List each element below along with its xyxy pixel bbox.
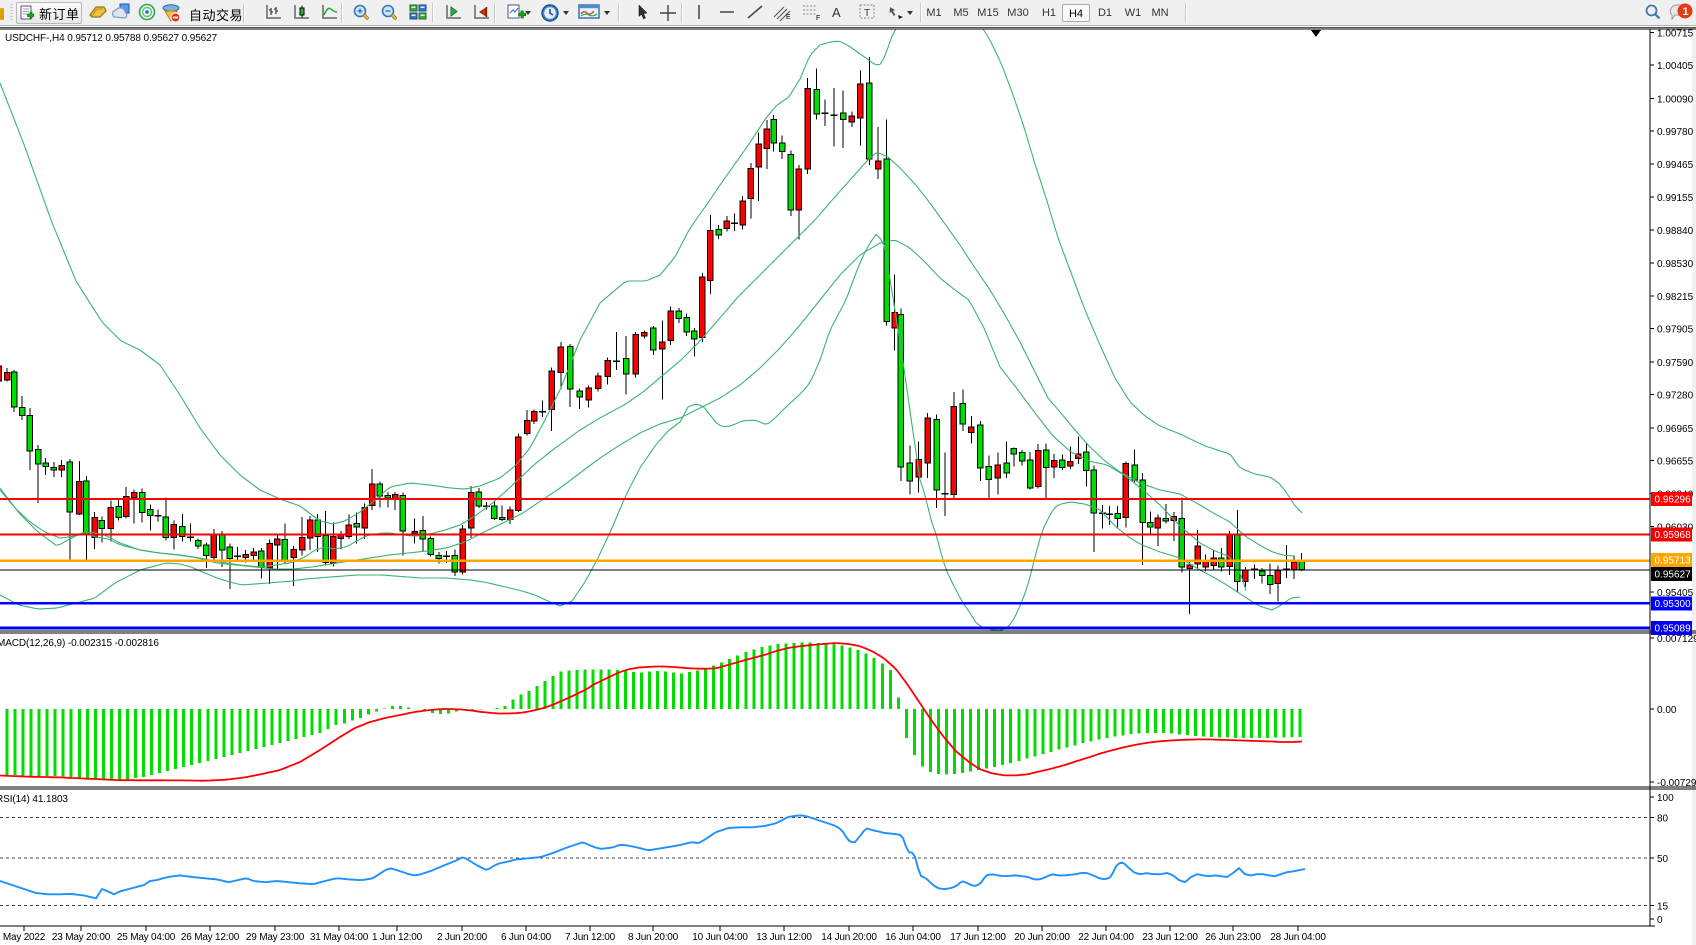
svg-text:0.95300: 0.95300 bbox=[1655, 599, 1692, 610]
svg-text:22 Jun 04:00: 22 Jun 04:00 bbox=[1078, 932, 1134, 943]
svg-text:16 Jun 04:00: 16 Jun 04:00 bbox=[885, 932, 941, 943]
svg-text:0.99465: 0.99465 bbox=[1657, 160, 1694, 171]
svg-text:23 Jun 12:00: 23 Jun 12:00 bbox=[1142, 932, 1198, 943]
svg-text:0.99155: 0.99155 bbox=[1657, 193, 1694, 204]
svg-text:8 Jun 20:00: 8 Jun 20:00 bbox=[628, 932, 679, 943]
svg-text:-0.00729: -0.00729 bbox=[1657, 778, 1696, 789]
svg-text:0.96296: 0.96296 bbox=[1655, 495, 1692, 506]
svg-text:0.95713: 0.95713 bbox=[1655, 556, 1692, 567]
svg-text:0.97280: 0.97280 bbox=[1657, 391, 1694, 402]
svg-text:0.96965: 0.96965 bbox=[1657, 424, 1694, 435]
svg-text:0.007129: 0.007129 bbox=[1657, 634, 1696, 645]
svg-text:0.95968: 0.95968 bbox=[1655, 530, 1692, 541]
svg-text:23 May 20:00: 23 May 20:00 bbox=[52, 932, 111, 943]
svg-text:25 May 04:00: 25 May 04:00 bbox=[117, 932, 176, 943]
svg-text:13 Jun 12:00: 13 Jun 12:00 bbox=[756, 932, 812, 943]
svg-text:0.98215: 0.98215 bbox=[1657, 292, 1694, 303]
svg-text:1.00405: 1.00405 bbox=[1657, 61, 1694, 72]
svg-text:1.00715: 1.00715 bbox=[1657, 28, 1694, 39]
svg-text:15: 15 bbox=[1657, 902, 1669, 913]
svg-text:0.96655: 0.96655 bbox=[1657, 456, 1694, 467]
svg-text:50: 50 bbox=[1657, 854, 1669, 865]
svg-text:1 Jun 12:00: 1 Jun 12:00 bbox=[372, 932, 423, 943]
svg-text:0.95405: 0.95405 bbox=[1657, 588, 1694, 599]
svg-text:T: T bbox=[864, 8, 870, 19]
svg-text:0.95627: 0.95627 bbox=[1655, 570, 1692, 581]
svg-text:0.95089: 0.95089 bbox=[1655, 624, 1692, 635]
svg-text:29 May 23:00: 29 May 23:00 bbox=[246, 932, 305, 943]
svg-text:RSI(14) 41.1803: RSI(14) 41.1803 bbox=[0, 794, 68, 805]
svg-text:26 Jun 23:00: 26 Jun 23:00 bbox=[1205, 932, 1261, 943]
svg-text:E: E bbox=[786, 14, 791, 21]
svg-text:7 Jun 12:00: 7 Jun 12:00 bbox=[565, 932, 616, 943]
svg-text:0.99780: 0.99780 bbox=[1657, 127, 1694, 138]
svg-text:26 May 12:00: 26 May 12:00 bbox=[181, 932, 240, 943]
svg-text:100: 100 bbox=[1657, 793, 1674, 804]
svg-text:May 2022: May 2022 bbox=[3, 932, 46, 943]
svg-text:0.98530: 0.98530 bbox=[1657, 259, 1694, 270]
svg-text:14 Jun 20:00: 14 Jun 20:00 bbox=[821, 932, 877, 943]
svg-text:28 Jun 04:00: 28 Jun 04:00 bbox=[1270, 932, 1326, 943]
svg-text:17 Jun 12:00: 17 Jun 12:00 bbox=[950, 932, 1006, 943]
svg-text:6 Jun 04:00: 6 Jun 04:00 bbox=[501, 932, 552, 943]
svg-text:0.98840: 0.98840 bbox=[1657, 226, 1694, 237]
svg-text:10 Jun 04:00: 10 Jun 04:00 bbox=[692, 932, 748, 943]
svg-text:20 Jun 20:00: 20 Jun 20:00 bbox=[1014, 932, 1070, 943]
svg-text:1.00090: 1.00090 bbox=[1657, 94, 1694, 105]
svg-text:MACD(12,26,9) -0.002315 -0.002: MACD(12,26,9) -0.002315 -0.002816 bbox=[0, 638, 159, 649]
svg-text:31 May 04:00: 31 May 04:00 bbox=[310, 932, 369, 943]
svg-text:2 Jun 20:00: 2 Jun 20:00 bbox=[437, 932, 488, 943]
svg-text:80: 80 bbox=[1657, 814, 1669, 825]
svg-text:0.00: 0.00 bbox=[1657, 705, 1677, 716]
svg-text:1: 1 bbox=[1683, 6, 1689, 18]
svg-text:F: F bbox=[816, 15, 820, 21]
svg-text:0: 0 bbox=[1657, 915, 1663, 926]
svg-text:USDCHF-,H4 0.95712 0.95788 0.: USDCHF-,H4 0.95712 0.95788 0.95627 0.956… bbox=[5, 33, 218, 44]
svg-text:0.97590: 0.97590 bbox=[1657, 358, 1694, 369]
svg-text:0.97905: 0.97905 bbox=[1657, 325, 1694, 336]
